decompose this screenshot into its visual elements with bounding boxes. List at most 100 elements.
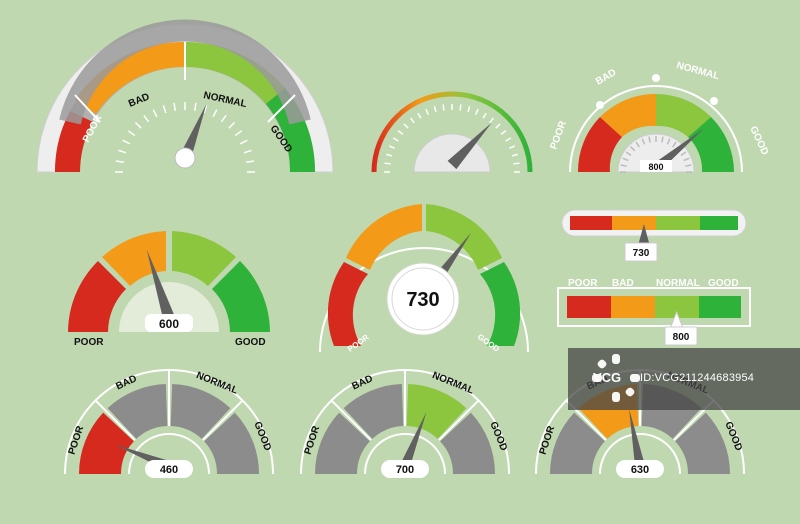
gauge-2-ticks (384, 104, 520, 173)
gauge-7-bad-segment (611, 296, 655, 318)
gauge-2-tick (425, 108, 429, 116)
gauge-1-tick (193, 102, 197, 111)
gauge-1-needle-shape (179, 104, 207, 161)
gauge-1-tick (239, 139, 248, 145)
gauge-6-good-segment (700, 216, 738, 230)
gauge-3-label-good: GOOD (747, 125, 770, 157)
gauge-9-segment-poor (315, 412, 370, 474)
gauge-9-divider (438, 399, 480, 441)
gauge-3-label-normal: NORMAL (675, 60, 720, 82)
gauge-2-tick (513, 162, 520, 165)
gauge-1-bad-segment (75, 41, 185, 114)
gauge-2-tick (459, 104, 462, 111)
gauge-4-label-good: GOOD (235, 337, 266, 348)
gauge-7-good-segment (699, 296, 741, 318)
gauge-8-value-box (145, 460, 193, 478)
gauge-2-tick (489, 117, 494, 124)
gauge-3-tick (630, 146, 636, 152)
gauge-2-tick (511, 153, 518, 157)
gauge-10-segment-poor (550, 412, 605, 474)
gauge-2-tick (475, 108, 479, 116)
gauge-5: POOR GOOD 730 (319, 204, 529, 354)
gauge-1-label-normal: NORMAL (202, 90, 247, 110)
gauge-3-value-box (640, 160, 672, 172)
gauge-9-inner-ring (364, 433, 446, 475)
gauge-3-marker (652, 74, 660, 82)
gauge-2-tick (508, 145, 516, 149)
gauge-7-value: 800 (673, 332, 690, 343)
gauge-7-normal-segment (655, 296, 699, 318)
gauge-7-label-poor: POOR (568, 278, 598, 289)
gauge-3-poor-segment (577, 117, 622, 172)
gauge-1-good-segment (266, 88, 316, 172)
gauge-1-tick (127, 130, 136, 137)
gauge-1-hub (174, 147, 196, 169)
gauge-3-good-segment (688, 117, 734, 172)
gauge-9-segment-bad (343, 384, 404, 439)
gauge-8-segment-normal (170, 384, 231, 439)
gauge-4-poor-segment (68, 261, 126, 332)
gauge-1-poor-segment (54, 111, 93, 172)
gauge-6: 730 (561, 209, 747, 262)
gauge-6-value-box (624, 242, 658, 262)
gauge-3-tick (648, 136, 651, 143)
gauge-3-tick (620, 164, 627, 167)
gauge-2-tick (386, 153, 393, 157)
gauge-2-tick (392, 137, 399, 142)
gauge-10-value: 630 (631, 464, 649, 476)
gauge-4-needle (146, 249, 175, 320)
gauge-3-outer-ring (569, 85, 743, 173)
gauge-3-label-poor: POOR (548, 119, 569, 151)
gauge-2-tick (410, 117, 415, 124)
gauge-1-ticks (115, 102, 255, 173)
gauge-1-tick (243, 149, 252, 154)
gauge-2-tick (500, 130, 507, 135)
gauge-5-dial-ring (391, 267, 455, 331)
gauge-8-label-bad: BAD (114, 373, 138, 392)
gauge-1-tick (118, 149, 127, 154)
gauge-3-tick (635, 141, 640, 148)
gauge-3-tick (661, 136, 664, 143)
gauge-4-good-segment (212, 261, 270, 332)
gauge-5-poor-segment (327, 262, 368, 346)
gauge-3-normal-segment (656, 94, 711, 137)
gauge-2-tick (433, 106, 437, 113)
gauge-7-poor-segment (567, 296, 611, 318)
gauge-1-normal-segment (185, 41, 285, 104)
gauge-6-value: 730 (633, 248, 650, 259)
gauge-8-segment-bad (107, 384, 168, 439)
gauge-10-segment-good (675, 412, 730, 474)
gauge-1-tick (173, 102, 177, 111)
gauge-5-bad-segment (346, 204, 422, 270)
gauge-7-value-box (664, 326, 698, 346)
gauge-2-tick (442, 104, 445, 111)
gauge-2-tick (482, 112, 487, 119)
gauge-10-needle-shape (629, 409, 645, 467)
gauge-6-normal-segment (656, 216, 700, 230)
gauge-1-divider (74, 94, 101, 123)
gauge-3-tick (680, 151, 687, 156)
gauge-1-tick (234, 130, 243, 137)
gauge-1-label-band (59, 19, 311, 125)
gauge-9-value: 700 (396, 464, 414, 476)
gauge-1-tick (228, 121, 236, 129)
gauge-8-segment-poor (79, 412, 134, 474)
gauge-2-tick (505, 137, 512, 142)
watermark-logo-text: VCG (593, 370, 622, 385)
gauge-5-normal-segment (426, 204, 502, 270)
gauge-2-tick (495, 123, 501, 129)
gauge-1-needle (179, 104, 207, 161)
gauge-7: POOR BAD NORMAL GOOD 800 (557, 278, 751, 346)
watermark-band (568, 348, 800, 410)
gauge-4-bad-segment (102, 231, 166, 286)
gauge-1-tick (115, 160, 124, 164)
gauge-1-tick (220, 114, 227, 123)
gauge-1-tick (162, 105, 167, 114)
gauge-4: 600 POOR GOOD (68, 231, 270, 348)
gauge-4-value-box (145, 314, 193, 332)
gauge-3-marker (596, 101, 604, 109)
gauge-6-bad-segment (612, 216, 656, 230)
gauge-7-frame (557, 287, 751, 327)
